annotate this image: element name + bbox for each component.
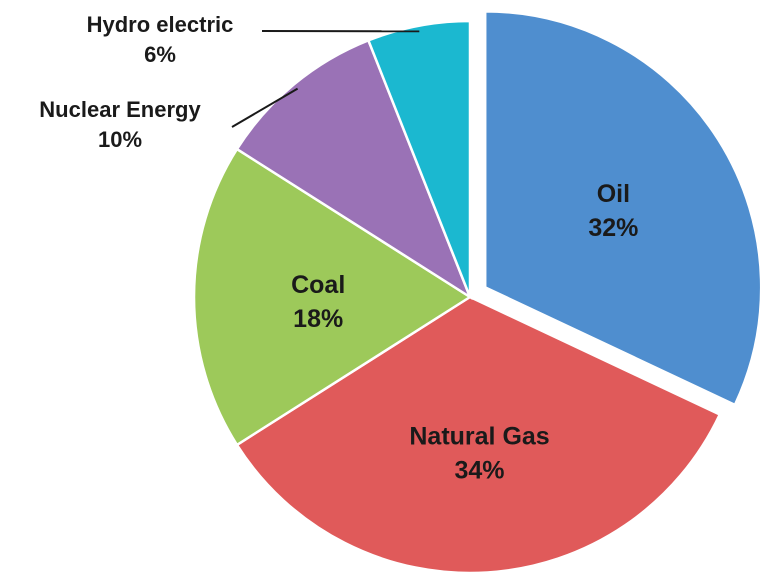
slice-value-coal: 18%	[293, 305, 343, 333]
slice-label-natural-gas: Natural Gas	[409, 423, 549, 451]
slice-value-nuclear-energy: 10%	[98, 127, 142, 152]
slice-value-natural-gas: 34%	[455, 457, 505, 485]
slice-value-hydro-electric: 6%	[144, 42, 176, 67]
slice-label-nuclear-energy: Nuclear Energy	[39, 97, 201, 122]
slice-label-coal: Coal	[291, 271, 345, 299]
pie-slice-coal	[192, 147, 473, 447]
pie-slice-natural-gas	[235, 295, 722, 575]
slice-label-hydro-electric: Hydro electric	[87, 12, 234, 37]
leader-line-nuclear-energy	[231, 87, 299, 128]
pie-slice-hydro-electric	[366, 19, 472, 298]
slice-label-oil: Oil	[597, 180, 630, 208]
pie-slice-oil	[483, 10, 760, 407]
slice-value-oil: 32%	[588, 214, 638, 242]
pie-slice-nuclear-energy	[235, 38, 473, 301]
